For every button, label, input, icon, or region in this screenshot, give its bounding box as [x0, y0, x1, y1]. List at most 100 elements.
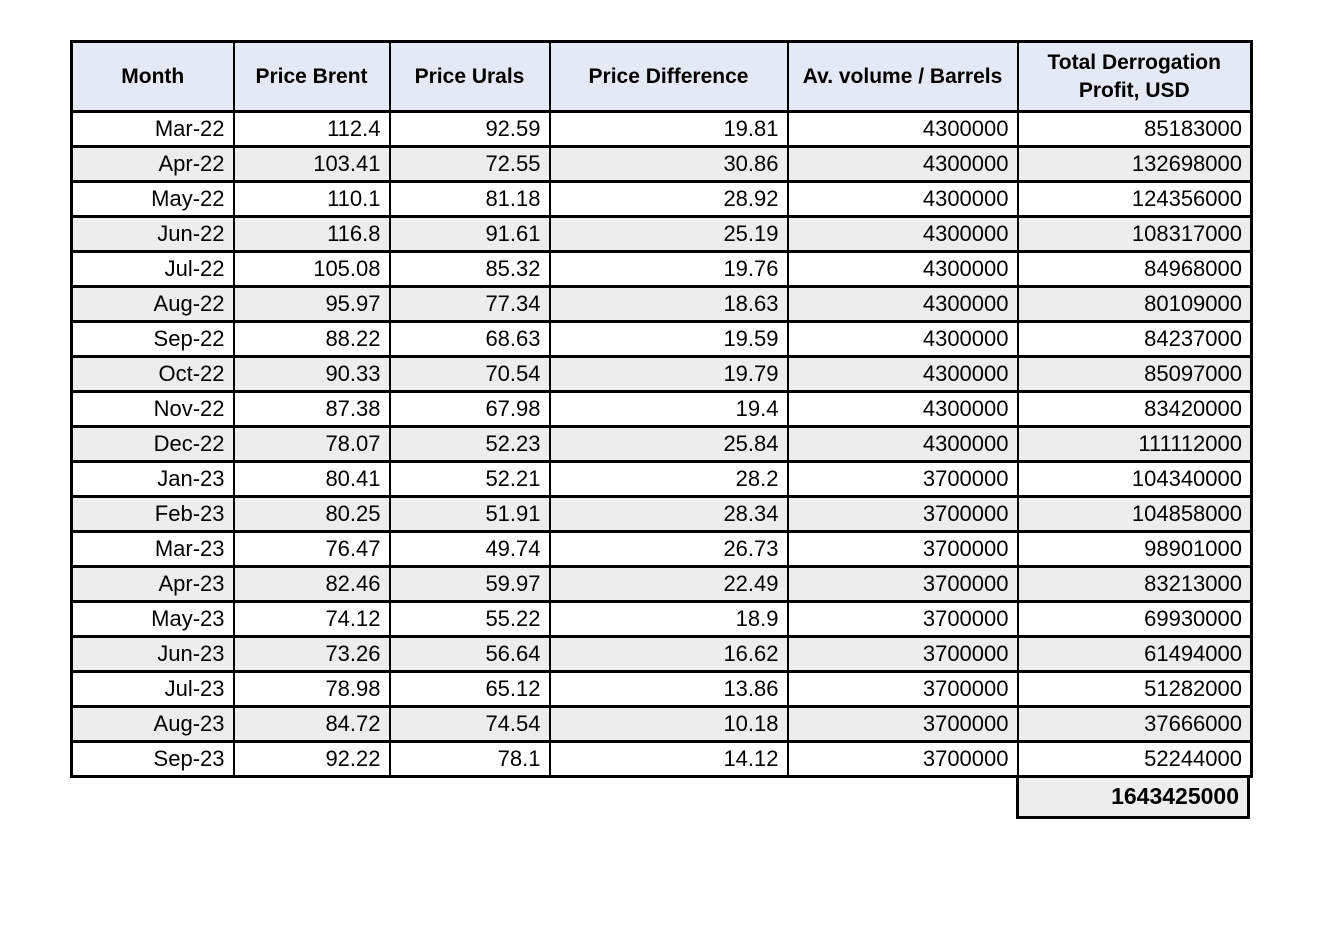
price-difference-cell: 28.2 [548, 460, 789, 498]
month-cell: Jul-23 [70, 670, 235, 708]
price-urals-cell: 77.34 [388, 285, 551, 323]
table-row: Jan-23 80.41 52.21 28.2 3700000 104340000 [70, 460, 1253, 498]
table-row: Jul-23 78.98 65.12 13.86 3700000 51282000 [70, 670, 1253, 708]
price-difference-cell: 25.19 [548, 215, 789, 253]
av-volume-cell: 3700000 [786, 530, 1019, 568]
av-volume-cell: 4300000 [786, 145, 1019, 183]
price-brent-cell: 78.07 [232, 425, 391, 463]
month-cell: Sep-23 [70, 740, 235, 778]
table-row: Apr-22 103.41 72.55 30.86 4300000 132698000 [70, 145, 1253, 183]
price-difference-cell: 25.84 [548, 425, 789, 463]
month-cell: Mar-23 [70, 530, 235, 568]
col-header-price-difference: Price Difference [548, 40, 789, 113]
price-urals-cell: 55.22 [388, 600, 551, 638]
total-profit-cell: 98901000 [1016, 530, 1253, 568]
total-profit-cell: 83213000 [1016, 565, 1253, 603]
av-volume-cell: 3700000 [786, 635, 1019, 673]
av-volume-cell: 3700000 [786, 705, 1019, 743]
price-brent-cell: 82.46 [232, 565, 391, 603]
price-difference-cell: 22.49 [548, 565, 789, 603]
table-row: Sep-23 92.22 78.1 14.12 3700000 52244000 [70, 740, 1253, 778]
total-profit-cell: 124356000 [1016, 180, 1253, 218]
av-volume-cell: 4300000 [786, 320, 1019, 358]
av-volume-cell: 3700000 [786, 460, 1019, 498]
month-cell: Oct-22 [70, 355, 235, 393]
table-row: Aug-22 95.97 77.34 18.63 4300000 80109000 [70, 285, 1253, 323]
price-urals-cell: 68.63 [388, 320, 551, 358]
price-difference-cell: 26.73 [548, 530, 789, 568]
month-cell: Aug-23 [70, 705, 235, 743]
price-brent-cell: 92.22 [232, 740, 391, 778]
total-profit-cell: 85097000 [1016, 355, 1253, 393]
month-cell: May-23 [70, 600, 235, 638]
month-cell: Mar-22 [70, 110, 235, 148]
total-profit-cell: 80109000 [1016, 285, 1253, 323]
col-header-month: Month [70, 40, 235, 113]
av-volume-cell: 4300000 [786, 250, 1019, 288]
price-urals-cell: 92.59 [388, 110, 551, 148]
table-row: Jun-22 116.8 91.61 25.19 4300000 108317000 [70, 215, 1253, 253]
total-profit-cell: 83420000 [1016, 390, 1253, 428]
price-urals-cell: 49.74 [388, 530, 551, 568]
month-cell: Apr-22 [70, 145, 235, 183]
derogation-profit-table: Month Price Brent Price Urals Price Diff… [70, 40, 1253, 778]
col-header-price-urals: Price Urals [388, 40, 551, 113]
price-urals-cell: 51.91 [388, 495, 551, 533]
month-cell: Apr-23 [70, 565, 235, 603]
av-volume-cell: 4300000 [786, 355, 1019, 393]
price-urals-cell: 85.32 [388, 250, 551, 288]
total-profit-cell: 84968000 [1016, 250, 1253, 288]
month-cell: Jun-22 [70, 215, 235, 253]
table-row: Dec-22 78.07 52.23 25.84 4300000 111112000 [70, 425, 1253, 463]
av-volume-cell: 4300000 [786, 425, 1019, 463]
total-profit-cell: 84237000 [1016, 320, 1253, 358]
price-brent-cell: 116.8 [232, 215, 391, 253]
table-row: Mar-23 76.47 49.74 26.73 3700000 98901000 [70, 530, 1253, 568]
av-volume-cell: 4300000 [786, 390, 1019, 428]
av-volume-cell: 3700000 [786, 600, 1019, 638]
total-profit-cell: 104858000 [1016, 495, 1253, 533]
price-brent-cell: 95.97 [232, 285, 391, 323]
table-row: Apr-23 82.46 59.97 22.49 3700000 83213000 [70, 565, 1253, 603]
col-header-total-profit: Total Derrogation Profit, USD [1016, 40, 1253, 113]
total-profit-cell: 132698000 [1016, 145, 1253, 183]
price-urals-cell: 67.98 [388, 390, 551, 428]
total-profit-cell: 61494000 [1016, 635, 1253, 673]
price-difference-cell: 19.59 [548, 320, 789, 358]
price-brent-cell: 90.33 [232, 355, 391, 393]
total-profit-cell: 69930000 [1016, 600, 1253, 638]
grand-total-cell: 1643425000 [1016, 775, 1250, 819]
price-brent-cell: 87.38 [232, 390, 391, 428]
price-urals-cell: 91.61 [388, 215, 551, 253]
month-cell: Sep-22 [70, 320, 235, 358]
av-volume-cell: 4300000 [786, 215, 1019, 253]
total-profit-cell: 108317000 [1016, 215, 1253, 253]
price-difference-cell: 19.79 [548, 355, 789, 393]
av-volume-cell: 3700000 [786, 670, 1019, 708]
price-brent-cell: 74.12 [232, 600, 391, 638]
table-body: Mar-22 112.4 92.59 19.81 4300000 85183000 Apr-… [70, 110, 1253, 778]
month-cell: Jan-23 [70, 460, 235, 498]
price-urals-cell: 59.97 [388, 565, 551, 603]
av-volume-cell: 4300000 [786, 110, 1019, 148]
price-urals-cell: 52.23 [388, 425, 551, 463]
price-brent-cell: 80.41 [232, 460, 391, 498]
price-brent-cell: 105.08 [232, 250, 391, 288]
price-urals-cell: 70.54 [388, 355, 551, 393]
table-row: Nov-22 87.38 67.98 19.4 4300000 83420000 [70, 390, 1253, 428]
price-difference-cell: 16.62 [548, 635, 789, 673]
price-brent-cell: 84.72 [232, 705, 391, 743]
price-urals-cell: 78.1 [388, 740, 551, 778]
total-profit-cell: 37666000 [1016, 705, 1253, 743]
av-volume-cell: 3700000 [786, 565, 1019, 603]
av-volume-cell: 3700000 [786, 495, 1019, 533]
price-urals-cell: 74.54 [388, 705, 551, 743]
col-header-price-brent: Price Brent [232, 40, 391, 113]
total-profit-cell: 104340000 [1016, 460, 1253, 498]
month-cell: Feb-23 [70, 495, 235, 533]
month-cell: Dec-22 [70, 425, 235, 463]
price-difference-cell: 19.81 [548, 110, 789, 148]
derogation-profit-table-wrap: Month Price Brent Price Urals Price Diff… [70, 40, 1253, 819]
price-difference-cell: 18.9 [548, 600, 789, 638]
